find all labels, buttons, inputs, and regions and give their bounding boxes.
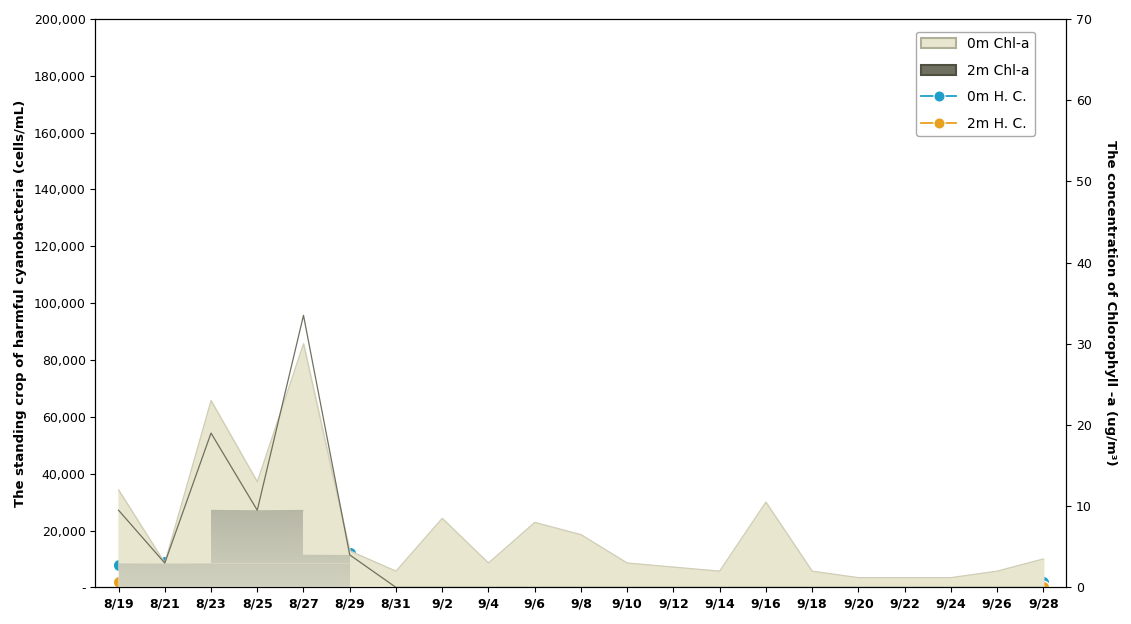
Y-axis label: The standing crop of harmful cyanobacteria (cells/mL): The standing crop of harmful cyanobacter… [14, 99, 27, 507]
Legend: 0m Chl-a, 2m Chl-a, 0m H. C., 2m H. C.: 0m Chl-a, 2m Chl-a, 0m H. C., 2m H. C. [916, 32, 1035, 136]
Y-axis label: The concentration of Chlorophyll -a (ug/m³): The concentration of Chlorophyll -a (ug/… [1104, 140, 1117, 466]
